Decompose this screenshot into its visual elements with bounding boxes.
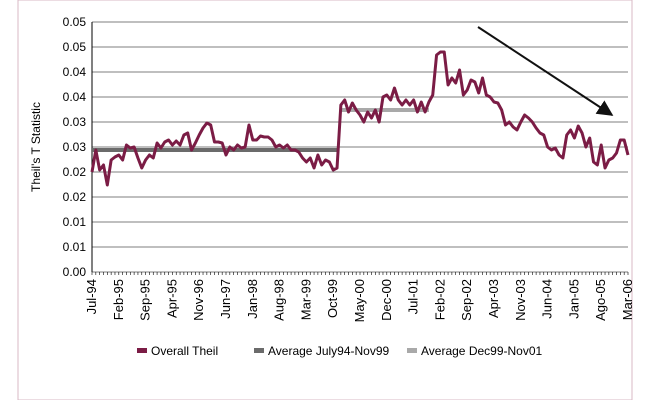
frame — [17, 0, 633, 400]
x-tick-label: Jan-98 — [245, 279, 260, 319]
y-tick-label: 0.00 — [63, 265, 87, 279]
y-tick-label: 0.02 — [63, 165, 87, 179]
legend-swatch — [254, 348, 264, 353]
x-tick-label: Aug-98 — [272, 279, 287, 321]
y-tick-label: 0.01 — [63, 215, 87, 229]
x-tick-label: Jun-97 — [218, 279, 233, 319]
x-tick-label: Ago-05 — [593, 279, 608, 321]
y-tick-label: 0.01 — [63, 240, 87, 254]
x-tick-label: Feb-95 — [111, 279, 126, 320]
y-tick-label: 0.02 — [63, 190, 87, 204]
x-tick-label: Nov-03 — [513, 279, 528, 321]
x-tick-label: May-00 — [352, 279, 367, 322]
x-tick-label: Mar-99 — [298, 279, 313, 320]
legend-label: Average July94-Nov99 — [268, 344, 390, 358]
x-tick-label: Apr-03 — [486, 279, 501, 318]
x-tick-label: Sep-95 — [138, 279, 153, 321]
y-axis-title: Theil's T Statistic — [29, 102, 43, 192]
trend-arrow — [477, 26, 614, 116]
y-tick-label: 0.05 — [63, 15, 87, 29]
x-tick-label: Apr-95 — [164, 279, 179, 318]
x-tick-label: Jun-04 — [540, 279, 555, 319]
x-tick-label: Mar-06 — [620, 279, 635, 320]
y-tick-label: 0.04 — [63, 90, 87, 104]
x-tick-label: Oct-99 — [325, 279, 340, 318]
legend-swatch — [407, 348, 417, 353]
x-tick-label: Dec-00 — [379, 279, 394, 321]
y-tick-label: 0.03 — [63, 115, 87, 129]
x-tick-label: Jul-94 — [84, 279, 99, 314]
x-tick-label: Sep-02 — [459, 279, 474, 321]
y-tick-label: 0.04 — [63, 65, 87, 79]
legend-swatch — [137, 348, 147, 353]
legend-label: Overall Theil — [151, 344, 218, 358]
x-tick-label: Feb-02 — [432, 279, 447, 320]
x-tick-label: Jul-01 — [406, 279, 421, 314]
legend-label: Average Dec99-Nov01 — [421, 344, 543, 358]
x-tick-label: Nov-96 — [191, 279, 206, 321]
x-tick-label: Jan-05 — [566, 279, 581, 319]
y-tick-label: 0.03 — [63, 140, 87, 154]
y-tick-label: 0.05 — [63, 40, 87, 54]
series-line — [90, 50, 630, 187]
